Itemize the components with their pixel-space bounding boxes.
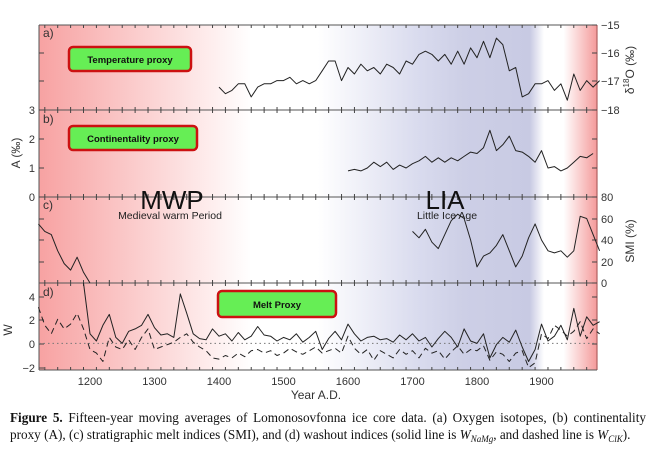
continentality-proxy-box: Continentality proxy [67, 124, 199, 152]
y-tick-label: 0 [601, 278, 607, 290]
smi-axis-title: SMI (%) [623, 219, 637, 262]
mwp-title: MWP [140, 185, 204, 215]
caption-label: Figure 5. [10, 410, 63, 425]
tick-labels: 1200 1300 1400 1500 1600 1700 1800 1900−15−16−1… [22, 20, 619, 388]
mwp-subtitle: Medieval warm Period [118, 210, 222, 222]
y-tick-label: 20 [601, 257, 613, 269]
panel-a-label: a) [43, 26, 54, 40]
x-tick-label: 1500 [271, 376, 295, 388]
series-line-w-clk [37, 307, 600, 369]
y-tick-label: 0 [29, 339, 35, 351]
y-tick-label: −17 [601, 76, 620, 88]
series-line-a [347, 129, 594, 172]
melt-proxy-label: Melt Proxy [253, 300, 302, 311]
y-tick-label: 1 [29, 163, 35, 175]
caption-text-1: Fifteen-year moving averages of Lomonoso… [10, 410, 646, 442]
a-axis-title: A (‰) [9, 138, 23, 169]
x-tick-label: 1900 [529, 376, 553, 388]
y-tick-label: −18 [601, 105, 620, 117]
y-tick-label: −2 [22, 363, 35, 375]
series-line-smi [38, 223, 91, 284]
y-tick-label: 4 [29, 292, 35, 304]
x-tick-label: 1200 [78, 376, 102, 388]
y-tick-label: 40 [601, 235, 613, 247]
panel-b-label: b) [43, 112, 54, 126]
caption-text-3: ). [622, 426, 631, 442]
series-line-smi [412, 213, 601, 268]
temperature-proxy-label: Temperature proxy [87, 55, 173, 66]
y-tick-label: 60 [601, 214, 613, 226]
w-namg-symbol: WNaMg [459, 426, 494, 444]
figure-caption: Figure 5. Fifteen-year moving averages o… [10, 410, 646, 443]
melt-proxy-box: Melt Proxy [216, 289, 338, 319]
panel-c-label: c) [43, 198, 53, 212]
x-axis-title: Year A.D. [291, 388, 341, 402]
continentality-proxy-label: Continentality proxy [87, 134, 180, 145]
x-tick-label: 1600 [336, 376, 360, 388]
y-tick-label: −15 [601, 20, 620, 32]
y-tick-label: 80 [601, 192, 613, 204]
data-lines [37, 37, 601, 369]
y-tick-label: 2 [29, 315, 35, 327]
x-tick-label: 1800 [465, 376, 489, 388]
x-tick-label: 1400 [207, 376, 231, 388]
caption-text-2: , and dashed line is [493, 426, 598, 442]
lia-subtitle: Little Ice Age [417, 210, 477, 222]
d18o-axis-title: δ18O (‰) [622, 46, 637, 94]
w-clk-symbol: WClK [597, 426, 623, 444]
y-tick-label: 3 [29, 105, 35, 117]
axis-ticks [39, 24, 597, 370]
y-tick-label: −16 [601, 48, 620, 60]
lia-title: LIA [425, 185, 465, 215]
x-tick-label: 1700 [400, 376, 424, 388]
y-tick-label: 2 [29, 134, 35, 146]
series-line--18o [218, 37, 600, 101]
x-tick-label: 1300 [142, 376, 166, 388]
series-line-w-namg [83, 282, 600, 362]
panel-d-label: d) [43, 285, 54, 299]
temperature-proxy-box: Temperature proxy [67, 45, 193, 73]
figure-chart: a) b) c) d) Temperature proxy Continenta… [1, 20, 637, 402]
y-tick-label: 0 [29, 192, 35, 204]
w-axis-title: W [1, 324, 15, 336]
